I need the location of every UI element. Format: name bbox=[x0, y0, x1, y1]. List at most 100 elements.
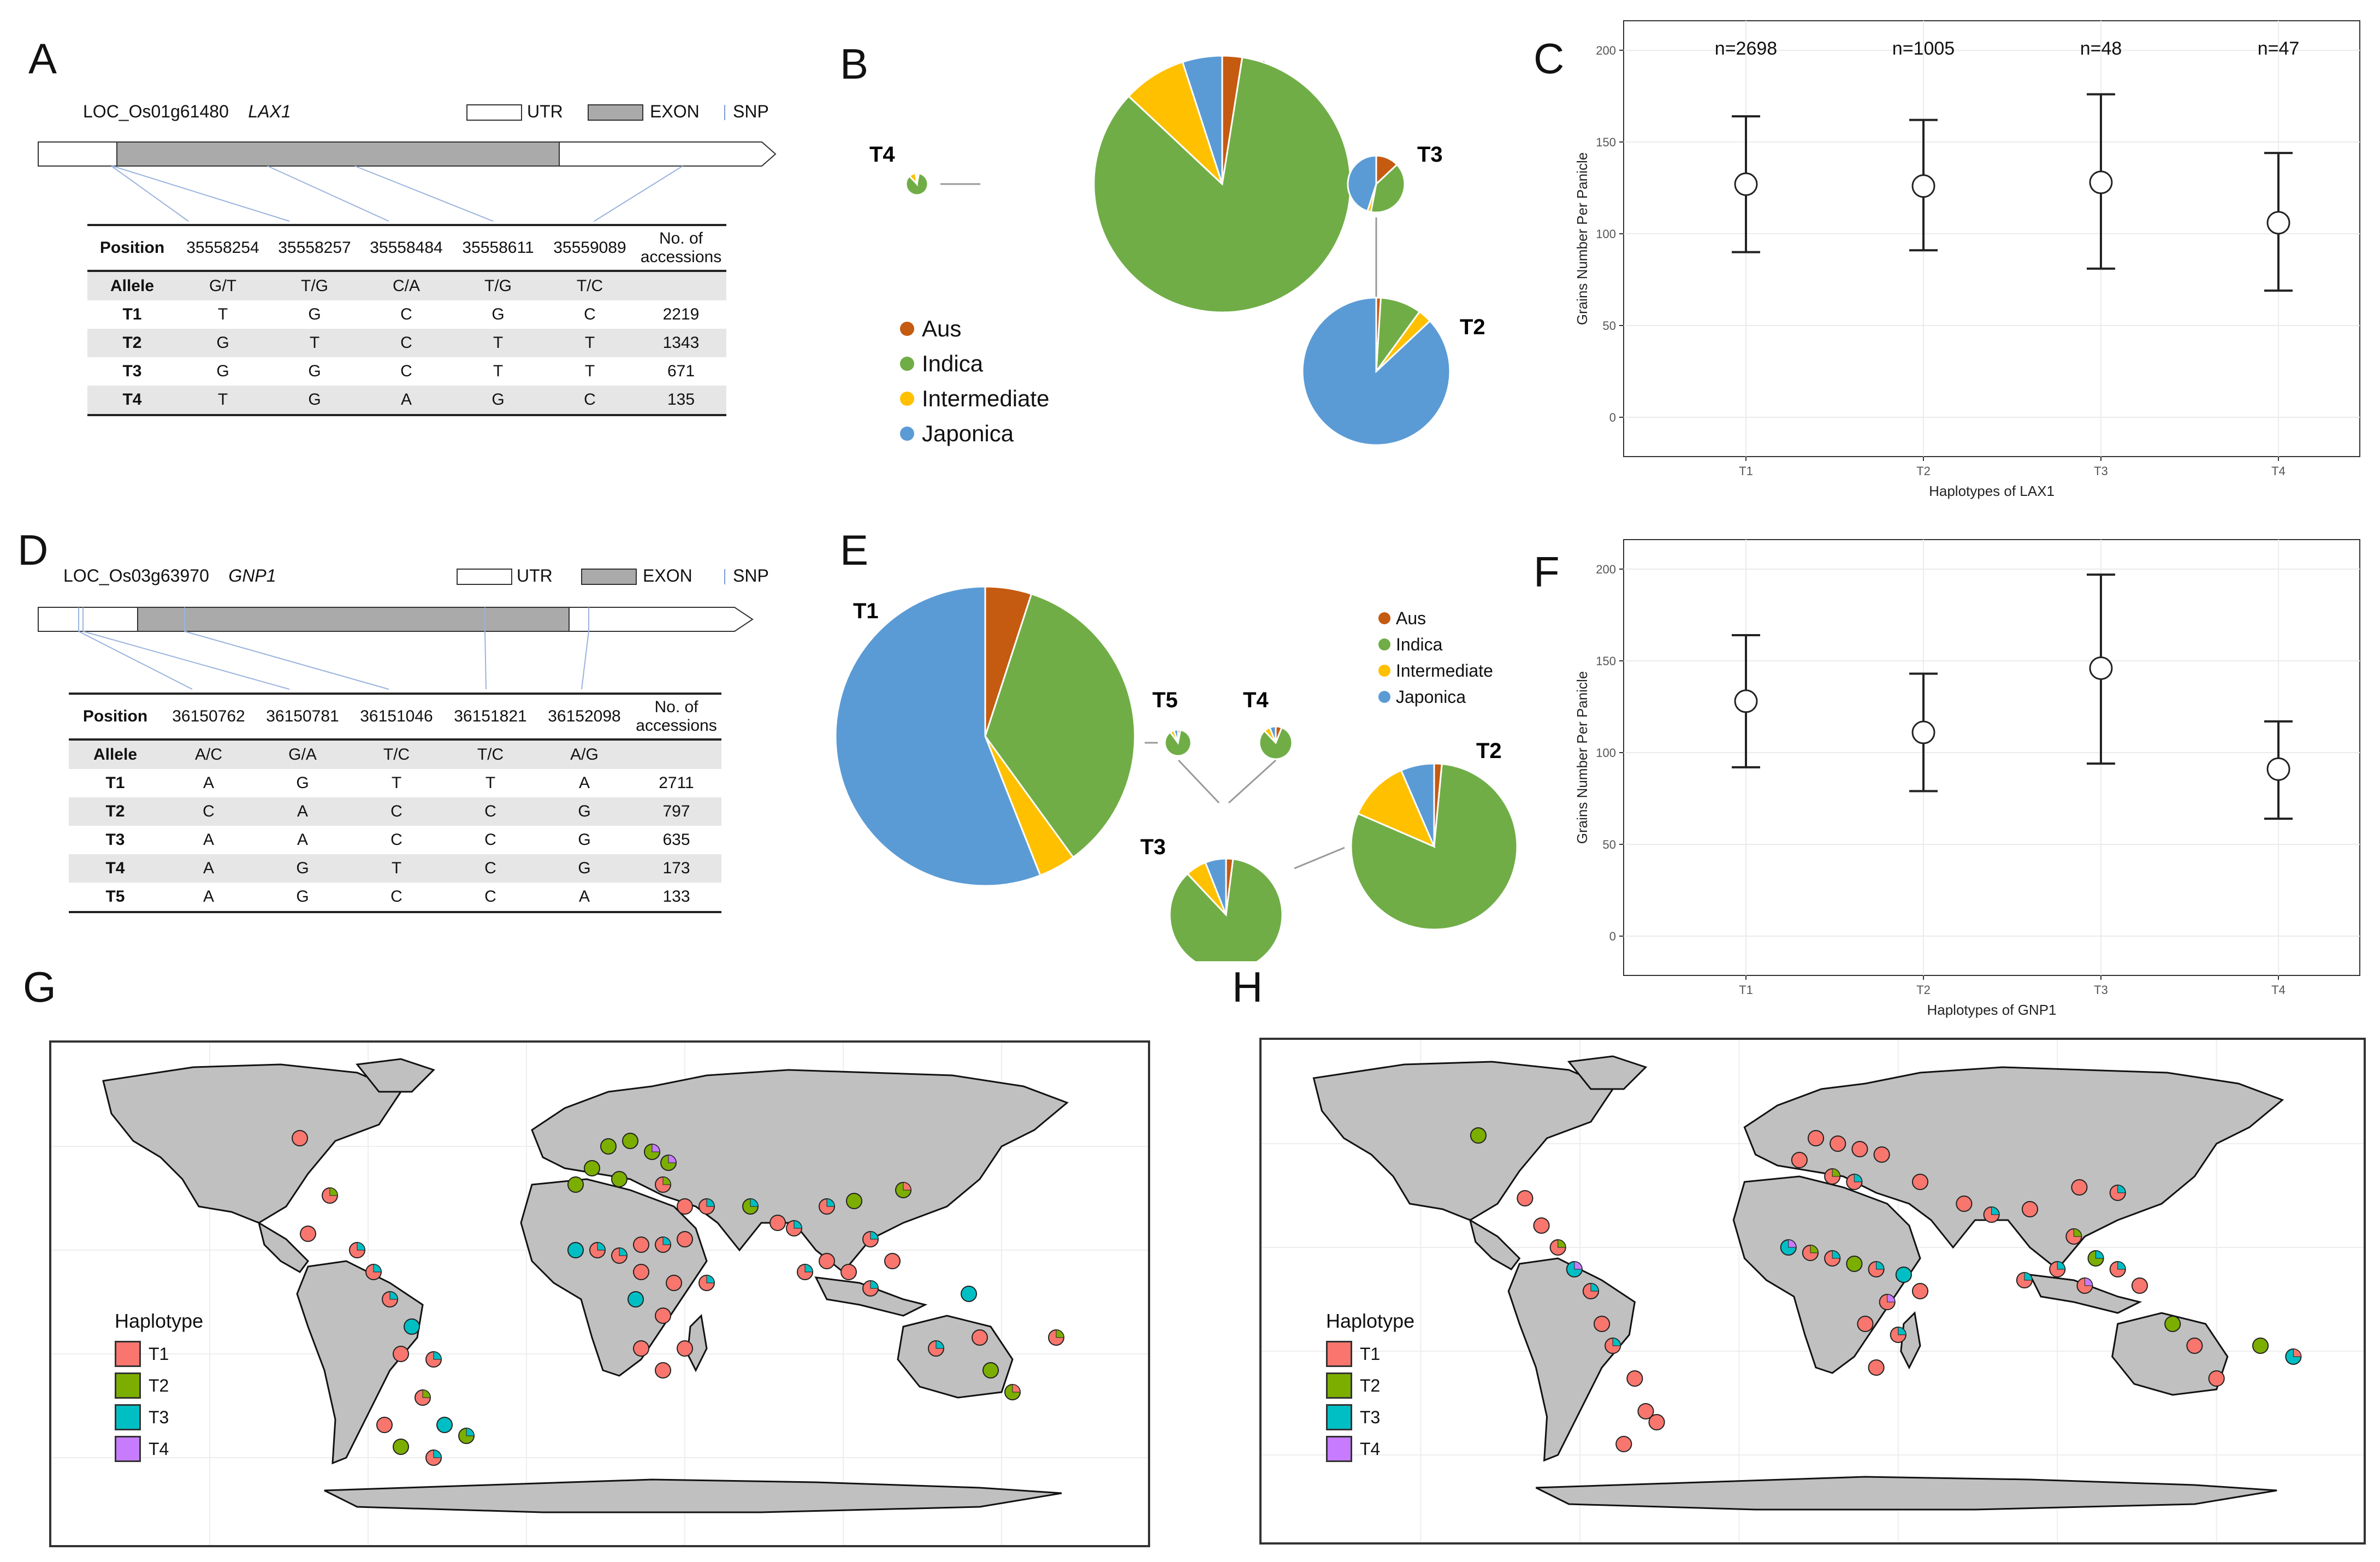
continent bbox=[1469, 1218, 1521, 1270]
y-tick-label: 50 bbox=[1603, 319, 1616, 333]
haplotype-pie-marker bbox=[600, 1138, 617, 1155]
y-axis-label: Grains Number Per Panicle bbox=[1574, 671, 1590, 844]
haplotype-pie-marker bbox=[633, 1236, 649, 1253]
haplotype-pie-slice bbox=[433, 1351, 442, 1360]
table-d-allele-label: Allele bbox=[69, 739, 162, 769]
sample-size-annotation: n=48 bbox=[2080, 38, 2122, 59]
haplotype-pie-slice bbox=[804, 1264, 813, 1273]
map-legend-title: Haplotype bbox=[1326, 1310, 1415, 1332]
table-d-position: 36150762 bbox=[162, 693, 256, 741]
pie-e-t5-slice-japonica bbox=[1173, 729, 1179, 743]
x-tick-label: T2 bbox=[1916, 464, 1931, 478]
pie-e-t3-slice-japonica bbox=[1204, 857, 1227, 915]
t3-legend-swatch bbox=[1326, 1404, 1352, 1430]
continent bbox=[531, 1069, 1069, 1274]
haplotype-table-a: Position 35558254 35558257 35558484 3555… bbox=[87, 224, 726, 416]
haplotype-pie-slice bbox=[597, 1242, 606, 1251]
haplotype-pie-marker bbox=[972, 1329, 988, 1346]
t4-legend-swatch bbox=[115, 1436, 141, 1462]
y-tick-label: 200 bbox=[1596, 563, 1616, 576]
haplotype-pie-slice bbox=[1056, 1329, 1064, 1338]
haplotype-pie-marker bbox=[1846, 1256, 1863, 1272]
x-tick-label: T2 bbox=[1916, 983, 1931, 997]
continent bbox=[356, 1058, 435, 1093]
gene-a-locus: LOC_Os01g61480 bbox=[83, 102, 229, 121]
sample-size-annotation: n=2698 bbox=[1715, 38, 1777, 59]
haplotype-pie-slice bbox=[1012, 1384, 1021, 1393]
pie-label: T3 bbox=[1417, 143, 1443, 167]
x-tick-label: T1 bbox=[1739, 464, 1753, 478]
gene-d-title: LOC_Os03g63970 GNP1 bbox=[63, 566, 276, 586]
haplotype-pie-marker bbox=[2208, 1370, 2225, 1387]
table-a-allele: T/G bbox=[269, 271, 360, 300]
table-a-accessions-label: No. of accessions bbox=[636, 224, 726, 272]
table-d-position: 36151821 bbox=[443, 693, 537, 741]
haplotype-pie-slice bbox=[662, 1176, 671, 1185]
pie-label: T4 bbox=[1243, 688, 1269, 712]
haplotype-pie-marker bbox=[1868, 1359, 1885, 1376]
continent bbox=[1535, 1476, 2277, 1511]
map-land bbox=[51, 1043, 1148, 1545]
table-a-position: 35558484 bbox=[360, 224, 452, 272]
haplotype-pie-slice bbox=[936, 1340, 944, 1349]
gene-a-legend-snp: SNP bbox=[733, 102, 769, 121]
map-legend-h: Haplotype T1 T2 T3 T4 bbox=[1326, 1310, 1414, 1465]
pie-b-t3-slice-japonica bbox=[1347, 155, 1377, 212]
table-row: T5 A G C C A 133 bbox=[69, 883, 721, 913]
intermediate-legend-dot bbox=[900, 392, 914, 406]
haplotype-pie-slice bbox=[2117, 1261, 2126, 1270]
haplotype-pie-slice bbox=[1810, 1245, 1819, 1253]
t4-legend-swatch bbox=[1326, 1436, 1352, 1462]
haplotype-pie-slice bbox=[706, 1275, 715, 1283]
table-a-position: 35558611 bbox=[452, 224, 544, 272]
table-a-allele-label: Allele bbox=[87, 271, 177, 300]
haplotype-pie-slice bbox=[1876, 1261, 1885, 1270]
panel-label-h: H bbox=[1232, 963, 1263, 1011]
haplotype-pie-marker bbox=[961, 1286, 977, 1302]
pie-label: T2 bbox=[1460, 315, 1485, 339]
x-axis-label: Haplotypes of GNP1 bbox=[1927, 1002, 2056, 1018]
haplotype-pie-marker bbox=[633, 1340, 649, 1357]
haplotype-pie-slice bbox=[662, 1236, 671, 1245]
mean-point bbox=[1911, 174, 1935, 198]
world-map-h bbox=[1259, 1038, 2366, 1545]
pie-e-t4-slice-indica bbox=[1258, 726, 1293, 760]
t1-legend-swatch bbox=[115, 1341, 141, 1367]
sample-size-annotation: n=1005 bbox=[1892, 38, 1955, 59]
t2-legend-swatch bbox=[115, 1372, 141, 1399]
haplotype-pie-slice bbox=[329, 1187, 338, 1196]
t1-legend-swatch bbox=[1326, 1341, 1352, 1367]
mean-point bbox=[2089, 170, 2113, 194]
haplotype-pie-marker bbox=[393, 1439, 409, 1455]
haplotype-pie-marker bbox=[884, 1253, 901, 1269]
haplotype-pie-slice bbox=[1832, 1168, 1840, 1177]
gene-a-title: LOC_Os01g61480 LAX1 bbox=[83, 102, 291, 122]
table-d-allele: T/C bbox=[443, 739, 537, 769]
mean-point bbox=[2089, 656, 2113, 680]
legend-label: Intermediate bbox=[922, 386, 1050, 411]
table-a-position: 35558257 bbox=[269, 224, 360, 272]
haplotype-pie-marker bbox=[567, 1176, 584, 1193]
table-d-position: 36150781 bbox=[256, 693, 350, 741]
haplotype-pie-marker bbox=[300, 1226, 316, 1242]
continent bbox=[102, 1063, 402, 1224]
y-tick-label: 50 bbox=[1603, 838, 1616, 851]
continent bbox=[520, 1178, 708, 1377]
haplotype-pie-slice bbox=[2117, 1185, 2126, 1193]
haplotype-pie-slice bbox=[2024, 1272, 2033, 1281]
haplotype-pie-slice bbox=[1612, 1338, 1621, 1346]
x-axis-label: Haplotypes of LAX1 bbox=[1929, 483, 2055, 499]
gene-a-model bbox=[38, 104, 777, 222]
haplotype-pie-marker bbox=[846, 1193, 862, 1209]
table-d-position: 36151046 bbox=[350, 693, 443, 741]
gene-a-name: LAX1 bbox=[248, 102, 291, 121]
subpop-legend-b: Aus Indica Intermediate Japonica bbox=[900, 311, 1049, 451]
haplotype-pie-marker bbox=[982, 1362, 999, 1378]
aus-legend-dot bbox=[900, 322, 914, 336]
haplotype-pie-marker bbox=[1911, 1283, 1929, 1299]
haplotype-pie-slice bbox=[1788, 1239, 1797, 1248]
haplotype-pie-slice bbox=[357, 1242, 365, 1251]
x-tick-label: T3 bbox=[2094, 983, 2108, 997]
legend-label: T2 bbox=[149, 1375, 169, 1395]
panel-label-c: C bbox=[1534, 34, 1565, 82]
